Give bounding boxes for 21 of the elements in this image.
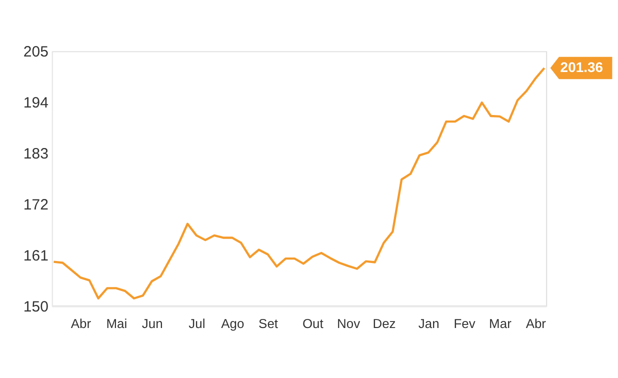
x-tick-label: Abr	[70, 316, 92, 332]
x-tick-label: Abr	[526, 316, 547, 332]
x-tick-label: Jul	[188, 316, 206, 332]
x-tick-label: Ago	[221, 316, 244, 332]
y-tick-label: 172	[23, 196, 48, 214]
y-tick-label: 161	[23, 247, 48, 264]
y-tick-label: 194	[23, 94, 48, 112]
line-series	[52, 66, 546, 300]
x-tick-label: Jan	[418, 316, 440, 332]
x-tick-label: Nov	[337, 316, 361, 332]
y-tick-label: 205	[23, 44, 48, 61]
data-label: 201.36	[560, 59, 604, 76]
x-tick-label: Dez	[372, 316, 396, 332]
x-tick-label: Out	[302, 316, 324, 332]
x-tick-label: Jun	[142, 316, 163, 332]
x-tick-label: Set	[258, 316, 278, 332]
x-tick-label: Mar	[489, 316, 512, 332]
y-tick-label: 150	[23, 298, 48, 316]
y-tick-label: 183	[23, 146, 48, 163]
x-tick-label: Mai	[106, 316, 128, 332]
x-tick-label: Fev	[454, 316, 476, 332]
